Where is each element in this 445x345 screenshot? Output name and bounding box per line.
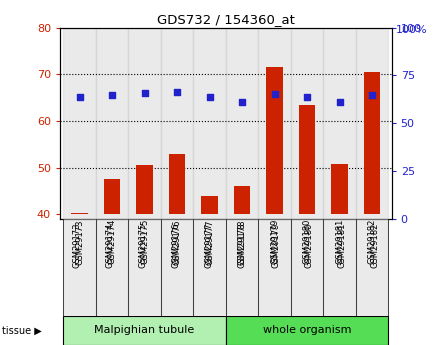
Text: GSM29174: GSM29174 <box>108 219 117 265</box>
Text: GSM29177: GSM29177 <box>205 223 214 268</box>
Text: GSM29181: GSM29181 <box>337 223 346 268</box>
Bar <box>226 28 259 219</box>
Bar <box>299 105 315 214</box>
Point <box>239 99 246 105</box>
Bar <box>324 219 356 316</box>
Bar <box>63 219 96 316</box>
Bar <box>193 219 226 316</box>
Point <box>174 89 181 95</box>
Text: GSM29178: GSM29178 <box>238 223 247 268</box>
Bar <box>291 219 324 316</box>
Title: GDS732 / 154360_at: GDS732 / 154360_at <box>157 13 295 27</box>
Text: GSM29177: GSM29177 <box>205 219 214 265</box>
Text: GSM29181: GSM29181 <box>335 219 344 265</box>
Bar <box>356 219 388 316</box>
Bar <box>63 316 226 345</box>
Text: GSM29180: GSM29180 <box>304 223 313 268</box>
Bar <box>226 219 259 316</box>
Text: GSM29182: GSM29182 <box>368 219 376 265</box>
Text: GSM29175: GSM29175 <box>138 223 147 268</box>
Point <box>368 92 376 97</box>
Bar <box>364 72 380 214</box>
Bar <box>169 154 185 214</box>
Text: GSM29176: GSM29176 <box>172 223 181 268</box>
Point <box>206 94 213 99</box>
Text: GSM29179: GSM29179 <box>270 219 279 265</box>
Text: GSM29180: GSM29180 <box>303 219 312 265</box>
Bar <box>332 164 348 214</box>
Text: 100%: 100% <box>396 25 427 35</box>
Bar <box>234 186 250 214</box>
Bar <box>96 219 128 316</box>
Bar <box>267 67 283 214</box>
Bar <box>259 28 291 219</box>
Bar <box>161 28 193 219</box>
Bar <box>161 219 193 316</box>
Point <box>76 95 83 100</box>
Point <box>336 99 343 105</box>
Text: GSM29173: GSM29173 <box>75 219 84 265</box>
Bar <box>128 219 161 316</box>
Text: Malpighian tubule: Malpighian tubule <box>94 325 195 335</box>
Text: GSM29174: GSM29174 <box>105 223 114 268</box>
Bar <box>226 316 388 345</box>
Bar <box>193 28 226 219</box>
Text: whole organism: whole organism <box>263 325 352 335</box>
Bar <box>63 28 96 219</box>
Bar <box>324 28 356 219</box>
Text: tissue ▶: tissue ▶ <box>2 325 42 335</box>
Text: GSM29176: GSM29176 <box>173 219 182 265</box>
Bar <box>96 28 128 219</box>
Bar <box>356 28 388 219</box>
Point <box>141 90 148 96</box>
Bar <box>259 219 291 316</box>
Bar <box>291 28 324 219</box>
Bar <box>104 179 120 214</box>
Point <box>109 92 116 97</box>
Text: GSM29182: GSM29182 <box>371 223 380 268</box>
Bar <box>202 196 218 214</box>
Text: GSM29178: GSM29178 <box>238 219 247 265</box>
Text: GSM29179: GSM29179 <box>271 223 280 268</box>
Point <box>303 94 311 99</box>
Bar <box>137 165 153 214</box>
Text: GSM29175: GSM29175 <box>140 219 149 265</box>
Text: GSM29173: GSM29173 <box>72 223 81 268</box>
Point <box>271 91 278 96</box>
Bar <box>128 28 161 219</box>
